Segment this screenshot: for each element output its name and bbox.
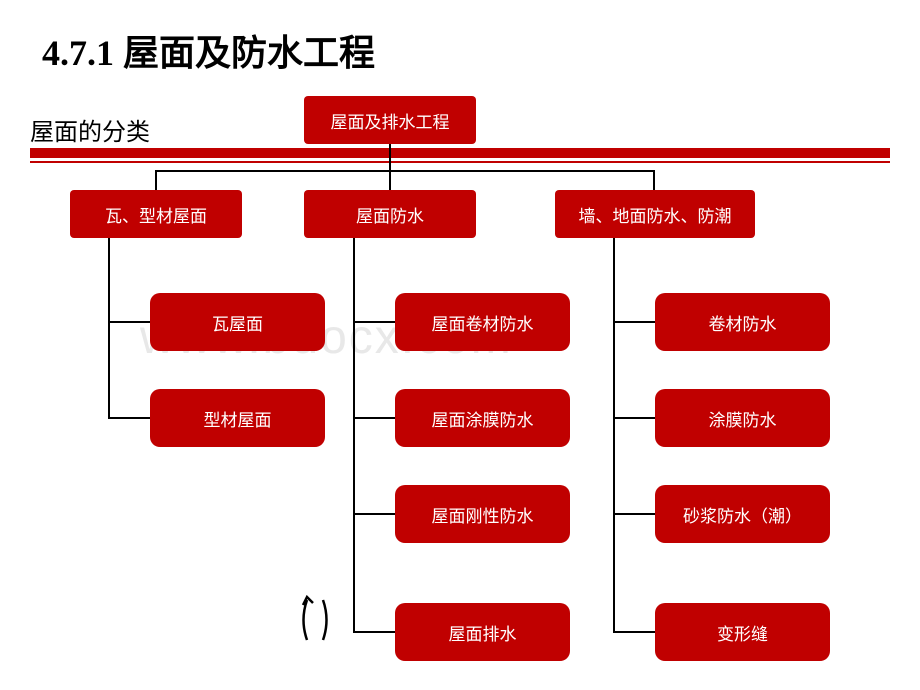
divider-thick	[30, 148, 890, 158]
connector	[108, 238, 110, 418]
leaf-node: 屋面涂膜防水	[395, 389, 570, 447]
divider-thin	[30, 161, 890, 163]
leaf-node: 型材屋面	[150, 389, 325, 447]
root-node: 屋面及排水工程	[304, 96, 476, 144]
connector	[613, 417, 655, 419]
connector	[613, 631, 655, 633]
connector	[353, 417, 395, 419]
leaf-node: 屋面排水	[395, 603, 570, 661]
connector	[389, 170, 391, 190]
connector	[613, 238, 615, 632]
leaf-node: 屋面刚性防水	[395, 485, 570, 543]
connector	[353, 513, 395, 515]
connector	[155, 170, 655, 172]
connector	[108, 321, 150, 323]
leaf-node: 卷材防水	[655, 293, 830, 351]
leaf-node: 屋面卷材防水	[395, 293, 570, 351]
subtitle: 屋面的分类	[30, 112, 150, 147]
connector	[653, 170, 655, 190]
page-title: 4.7.1 屋面及防水工程	[42, 24, 375, 76]
connector	[613, 321, 655, 323]
category-node: 瓦、型材屋面	[70, 190, 242, 238]
leaf-node: 涂膜防水	[655, 389, 830, 447]
connector	[613, 513, 655, 515]
leaf-node: 瓦屋面	[150, 293, 325, 351]
category-node: 墙、地面防水、防潮	[555, 190, 755, 238]
leaf-node: 砂浆防水（潮）	[655, 485, 830, 543]
curve-arrow-icon	[295, 595, 335, 650]
connector	[353, 238, 355, 632]
connector	[108, 417, 150, 419]
leaf-node: 变形缝	[655, 603, 830, 661]
category-node: 屋面防水	[304, 190, 476, 238]
connector	[353, 631, 395, 633]
connector	[389, 144, 391, 170]
connector	[155, 170, 157, 190]
connector	[353, 321, 395, 323]
